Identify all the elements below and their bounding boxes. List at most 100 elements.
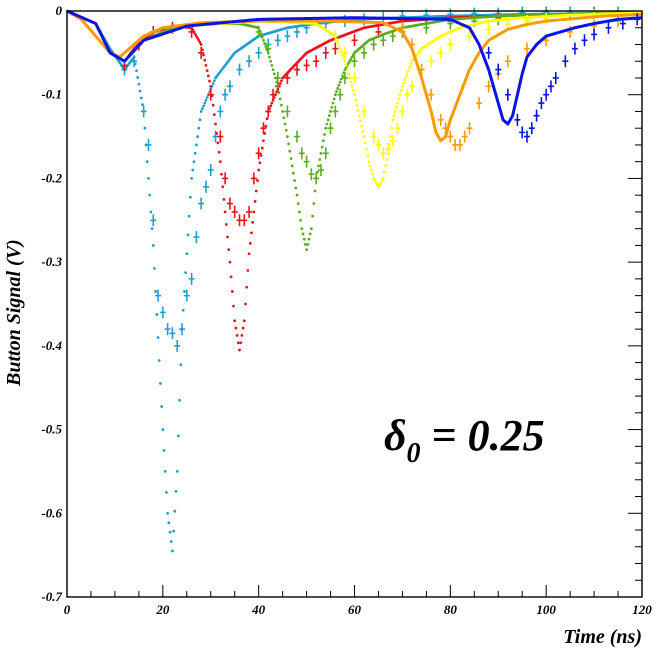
simulation-point — [149, 210, 153, 214]
measurement-point — [231, 205, 238, 218]
simulation-point — [277, 91, 281, 95]
x-tick-label: 80 — [444, 602, 458, 617]
simulation-point — [333, 93, 337, 97]
simulation-point — [298, 210, 301, 214]
simulation-point — [263, 42, 267, 45]
simulation-point — [203, 58, 207, 62]
simulation-point — [302, 237, 306, 241]
simulation-point — [375, 183, 379, 187]
measurement-point — [294, 130, 300, 143]
simulation-point — [306, 242, 310, 246]
simulation-point — [373, 179, 377, 182]
x-tick-label: 100 — [536, 602, 556, 617]
simulation-point — [198, 40, 202, 44]
simulation-point — [311, 214, 314, 218]
simulation-point — [211, 82, 215, 85]
simulation-point — [147, 177, 150, 180]
simulation-point — [205, 69, 209, 73]
simulation-point — [272, 72, 276, 76]
simulation-point — [155, 313, 159, 316]
measurement-point — [485, 80, 492, 93]
simulation-point — [238, 348, 241, 352]
simulation-point — [216, 141, 220, 145]
simulation-point — [393, 110, 397, 113]
x-tick-label: 0 — [64, 602, 71, 617]
simulation-point — [253, 200, 257, 203]
simulation-point — [407, 69, 410, 73]
simulation-point — [217, 150, 221, 154]
simulation-point — [408, 66, 411, 69]
simulation-point — [148, 193, 152, 197]
simulation-point — [186, 233, 190, 237]
measurement-point — [341, 46, 348, 59]
simulation-point — [260, 146, 264, 150]
measurement-point — [274, 71, 281, 84]
simulation-point — [368, 164, 372, 168]
measurement-point — [341, 71, 348, 84]
measurement-point — [351, 71, 358, 84]
measurement-point — [370, 38, 377, 51]
simulation-point — [332, 97, 336, 101]
measurement-point — [380, 147, 387, 160]
simulation-point — [226, 235, 229, 239]
simulation-point — [139, 96, 143, 100]
measurement-point — [476, 97, 483, 110]
simulation-point — [212, 79, 216, 83]
simulation-point — [214, 122, 217, 126]
simulation-point — [365, 147, 368, 151]
measurement-point — [375, 138, 382, 151]
simulation-point — [330, 105, 334, 109]
measurement-point — [389, 134, 396, 147]
simulation-point — [282, 116, 286, 120]
measurement-point — [547, 80, 554, 93]
simulation-point — [360, 124, 364, 128]
simulation-point — [355, 103, 359, 107]
measurement-point — [418, 63, 425, 76]
simulation-point — [325, 122, 329, 126]
simulation-point — [197, 38, 201, 42]
measurement-point — [437, 113, 444, 126]
simulation-point — [252, 210, 256, 214]
simulation-point — [145, 160, 149, 164]
measurement-point — [351, 34, 358, 47]
simulation-point — [329, 110, 332, 113]
simulation-point — [350, 55, 354, 59]
simulation-point — [384, 164, 388, 168]
simulation-point — [181, 308, 185, 312]
measurement-point — [246, 205, 253, 218]
simulation-point — [163, 470, 167, 473]
simulation-point — [161, 428, 165, 431]
measurement-point — [428, 88, 435, 101]
simulation-point — [250, 231, 253, 235]
simulation-point — [211, 103, 215, 107]
measurement-point — [466, 30, 473, 43]
simulation-point — [283, 122, 287, 126]
measurement-point — [332, 42, 339, 55]
simulation-point — [168, 530, 172, 534]
simulation-point — [405, 72, 409, 76]
simulation-point — [166, 511, 170, 515]
simulation-point — [341, 53, 344, 57]
simulation-point — [280, 79, 283, 83]
measurement-point — [155, 289, 162, 302]
measurement-point — [605, 21, 612, 34]
simulation-point — [280, 103, 283, 107]
simulation-point — [264, 124, 268, 128]
measurement-point — [466, 122, 473, 135]
simulation-point — [281, 110, 285, 113]
measurement-point — [255, 147, 262, 160]
simulation-point — [235, 333, 239, 337]
simulation-point — [268, 55, 271, 59]
simulation-point — [362, 135, 366, 138]
measurement-point — [255, 25, 262, 38]
measurement-point — [236, 63, 243, 76]
simulation-point — [398, 93, 402, 97]
measurement-point — [322, 147, 329, 160]
simulation-point — [354, 98, 358, 102]
simulation-point — [194, 34, 198, 38]
measurement-point — [456, 138, 463, 151]
simulation-point — [305, 248, 308, 251]
simulation-point — [309, 227, 313, 231]
measurement-point — [222, 88, 229, 101]
measurement-point — [514, 113, 521, 126]
